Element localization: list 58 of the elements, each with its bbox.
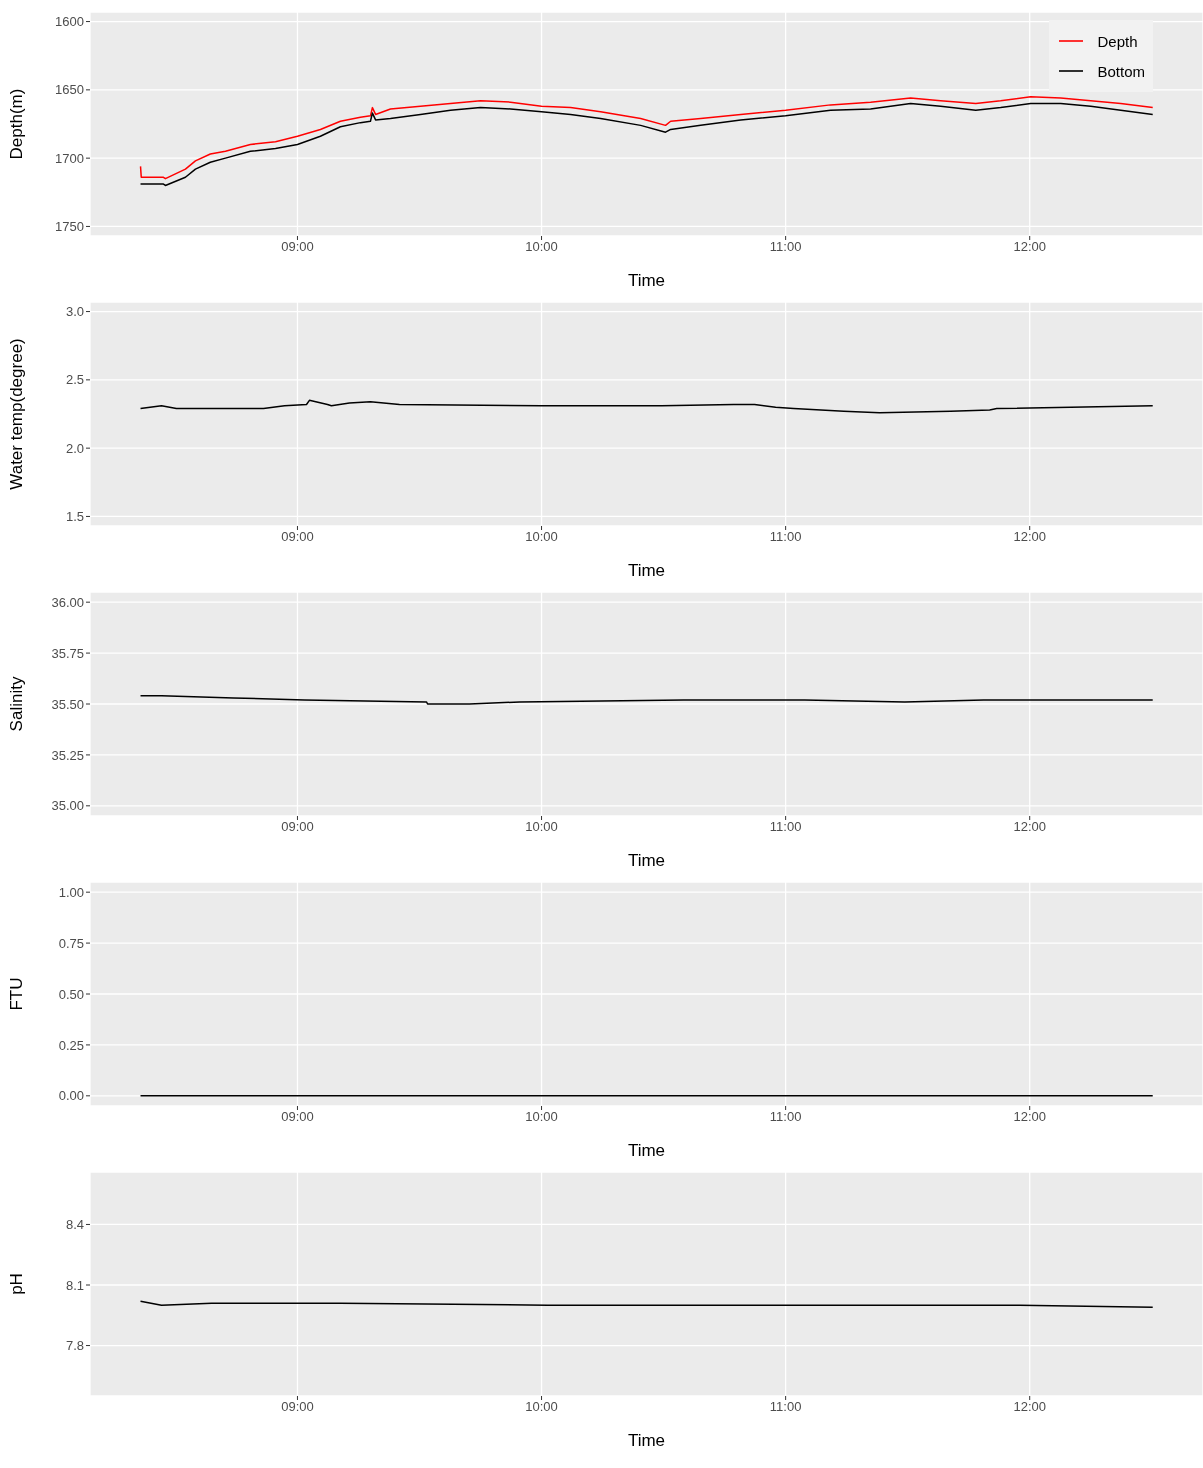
x-axis-title: Time	[627, 1141, 666, 1160]
y-tick-label: 8.4	[65, 1217, 84, 1233]
y-tick-label: 1600	[55, 14, 84, 30]
y-axis-title: Depth(m)	[7, 88, 27, 160]
y-tick-label: 2.5	[65, 372, 84, 388]
line-series	[139, 102, 1154, 187]
y-tick-label: 1.5	[65, 509, 84, 525]
x-tick-label: 10:00	[525, 529, 558, 545]
x-axis-title: Time	[627, 851, 666, 870]
x-tick-label: 12:00	[1013, 1109, 1046, 1125]
y-tick-label: 36.00	[51, 594, 84, 610]
y-tick-label: 0.75	[58, 935, 84, 951]
x-tick-label: 09:00	[281, 819, 314, 835]
y-axis-title: Salinity	[7, 676, 27, 732]
y-axis-title: FTU	[7, 977, 27, 1011]
x-tick-label: 11:00	[769, 529, 802, 545]
x-tick-label: 10:00	[525, 239, 558, 255]
y-tick-label: 3.0	[65, 304, 84, 320]
x-tick-label: 09:00	[281, 1399, 314, 1415]
x-tick-label: 12:00	[1013, 1399, 1046, 1415]
y-tick-label: 7.8	[65, 1338, 84, 1354]
y-tick-label: 35.25	[51, 747, 84, 763]
x-tick-label: 09:00	[281, 529, 314, 545]
x-tick-label: 12:00	[1013, 529, 1046, 545]
x-tick-label: 11:00	[769, 1399, 802, 1415]
y-axis-title: Water temp(degree)	[7, 338, 27, 490]
line-series	[139, 695, 1154, 705]
y-tick-label: 35.50	[51, 696, 84, 712]
line-series	[139, 95, 1154, 180]
y-tick-label: 1700	[55, 150, 84, 166]
y-axis-title: pH	[7, 1273, 27, 1295]
line-series	[139, 1300, 1154, 1308]
y-tick-label: 0.00	[58, 1088, 84, 1104]
x-tick-label: 10:00	[525, 1109, 558, 1125]
x-tick-label: 09:00	[281, 239, 314, 255]
x-axis-title: Time	[627, 1431, 666, 1450]
x-tick-label: 11:00	[769, 239, 802, 255]
x-tick-label: 10:00	[525, 819, 558, 835]
y-tick-label: 1.00	[58, 884, 84, 900]
legend-label: Bottom	[1097, 62, 1145, 80]
y-tick-label: 0.50	[58, 986, 84, 1002]
x-tick-label: 12:00	[1013, 819, 1046, 835]
y-tick-label: 35.75	[51, 645, 84, 661]
x-tick-label: 11:00	[769, 819, 802, 835]
x-axis-title: Time	[627, 561, 666, 580]
y-tick-label: 1650	[55, 82, 84, 98]
y-tick-label: 0.25	[58, 1037, 84, 1053]
x-tick-label: 09:00	[281, 1109, 314, 1125]
y-tick-label: 2.0	[65, 440, 84, 456]
x-tick-label: 11:00	[769, 1109, 802, 1125]
y-tick-label: 35.00	[51, 798, 84, 814]
legend-label: Depth	[1097, 32, 1138, 50]
y-tick-label: 8.1	[65, 1277, 84, 1293]
x-tick-label: 10:00	[525, 1399, 558, 1415]
x-axis-title: Time	[627, 271, 666, 290]
x-tick-label: 12:00	[1013, 239, 1046, 255]
y-tick-label: 1750	[55, 219, 84, 235]
line-series	[139, 399, 1154, 414]
